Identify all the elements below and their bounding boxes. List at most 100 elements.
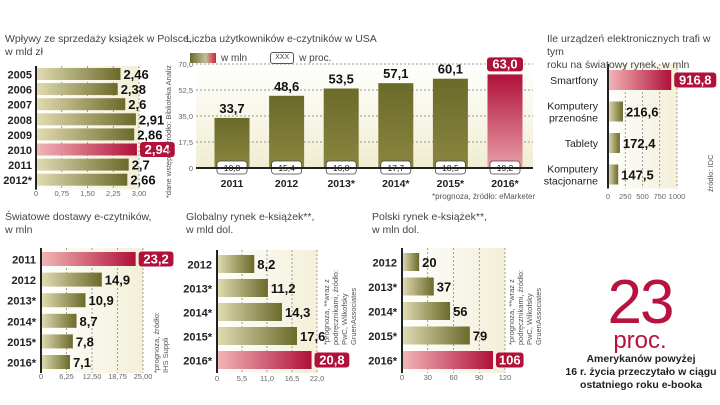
- ereaders-category-label: 2011: [12, 255, 36, 267]
- sales-category-label: 2012*: [3, 175, 32, 187]
- sales-value-label: 2,86: [137, 127, 162, 142]
- sales-bar: [36, 128, 135, 141]
- devices-value-label: 172,4: [623, 136, 656, 151]
- devices-tick-label: 0: [606, 192, 610, 201]
- usa-value-label: 63,0: [492, 56, 517, 71]
- legend-box-sample: XXX: [270, 52, 295, 64]
- sales-tick-label: 2,25: [106, 189, 121, 198]
- poland-bar: [402, 302, 451, 320]
- sales-category-label: 2010: [8, 145, 32, 157]
- ereaders-tick-label: 18,75: [108, 372, 127, 381]
- poland-bar: [402, 326, 470, 345]
- poland-value-label: 37: [437, 280, 451, 295]
- poland-value-label-bg: [495, 352, 524, 368]
- usa-value-label-bg: [487, 57, 523, 72]
- devices-tick-label: 500: [636, 192, 649, 201]
- sales-value-label: 2,6: [128, 97, 146, 112]
- global-value-label: 20,8: [319, 353, 344, 368]
- global-bar: [217, 327, 297, 345]
- usa-value-label: 48,6: [274, 79, 299, 94]
- sales-category-label: 2006: [8, 85, 32, 97]
- usa-category-label: 2013*: [327, 178, 355, 190]
- chart-title-poland: Polski rynek e-książek**, w mln dol.: [372, 211, 487, 236]
- poland-bar: [402, 351, 493, 369]
- chart-title-global: Globalny rynek e-książek**, w mld dol.: [186, 211, 315, 236]
- sales-category-label: 2008: [8, 115, 32, 127]
- poland-tick-label: 60: [449, 373, 457, 382]
- ereaders-bar: [41, 252, 136, 266]
- chart-title-ereaders: Światowe dostawy e-czytników, w mln: [5, 211, 152, 236]
- usa-tick-label: 35,0: [178, 112, 193, 121]
- global-tick-label: 0: [215, 374, 219, 383]
- ereaders-bar: [41, 313, 77, 328]
- usa-bar: [378, 83, 414, 168]
- chart-title-sales: Wpływy ze sprzedaży książek w Polsce, w m…: [5, 33, 192, 58]
- poland-value-label: 106: [499, 353, 521, 368]
- ereaders-category-label: 2016*: [7, 358, 36, 370]
- chart-title-usa: Liczba użytkowników e-czytników w USA: [186, 33, 377, 45]
- sales-tick-label: 3,00: [132, 189, 147, 198]
- devices-bar: [608, 164, 619, 185]
- usa-category-label: 2015*: [437, 178, 465, 190]
- usa-bar: [214, 117, 250, 168]
- ereaders-tick-label: 25,00: [134, 372, 153, 381]
- sales-value-label: 2,94: [145, 142, 171, 157]
- legend-usa: w mln XXX w proc.: [190, 52, 331, 64]
- ereaders-category-label: 2012: [12, 275, 36, 287]
- source-note-global: *prognoza, **wraz z podręcznikami, źródł…: [322, 269, 358, 345]
- usa-bar: [487, 74, 523, 168]
- sales-bar: [36, 83, 118, 96]
- ereaders-bar: [41, 334, 73, 349]
- usa-category-label: 2012: [275, 178, 299, 190]
- devices-category-label: Tablety: [565, 138, 599, 150]
- sales-category-label: 2007: [8, 100, 32, 112]
- global-value-label-bg: [314, 352, 350, 368]
- ereaders-category-label: 2013*: [7, 296, 36, 308]
- source-note-ereaders: *prognoza, źródło: IHS Suppli: [152, 312, 170, 373]
- ereaders-bar: [41, 272, 102, 287]
- global-value-label: 11,2: [271, 281, 296, 296]
- usa-tick-label: 52,5: [178, 86, 193, 95]
- poland-tick-label: 0: [400, 373, 404, 382]
- poland-tick-label: 120: [499, 373, 512, 382]
- sales-bar: [36, 98, 126, 111]
- ereaders-bar: [41, 355, 70, 369]
- poland-category-label: 2012: [373, 258, 397, 270]
- sales-category-label: 2011: [8, 160, 32, 172]
- usa-category-label: 2014*: [382, 178, 410, 190]
- usa-bar: [323, 88, 359, 168]
- sales-value-label: 2,38: [121, 82, 146, 97]
- sales-value-label: 2,7: [132, 158, 150, 173]
- sales-category-label: 2009: [8, 130, 32, 142]
- sales-tick-label: 0: [34, 189, 38, 198]
- usa-tick-label: 17,5: [178, 138, 193, 147]
- usa-bar: [432, 78, 468, 168]
- source-note-sales: *dane wstępne, źródło: Biblioteka Analiz: [164, 64, 173, 198]
- poland-value-label: 56: [453, 304, 467, 319]
- poland-bar: [402, 253, 420, 271]
- devices-value-label: 916,8: [679, 73, 712, 88]
- ereaders-value-label: 8,7: [79, 314, 97, 329]
- global-category-label: 2013*: [183, 284, 212, 296]
- ereaders-value-label: 7,1: [73, 355, 91, 370]
- ereaders-value-label: 14,9: [105, 273, 130, 288]
- sales-value-label-bg: [139, 142, 175, 157]
- global-bar: [217, 255, 255, 273]
- global-bar: [217, 303, 282, 321]
- poland-value-label: 20: [422, 255, 436, 270]
- devices-bar: [608, 101, 623, 122]
- source-note-poland: *prognoza, **wraz z podręcznikami, źródł…: [507, 269, 543, 345]
- global-category-label: 2012: [188, 260, 212, 272]
- global-tick-label: 22,0: [310, 374, 325, 383]
- sales-value-label: 2,91: [139, 112, 164, 127]
- sales-bar: [36, 173, 128, 186]
- legend-swatch: [190, 53, 216, 63]
- poland-category-label: 2015*: [368, 331, 397, 343]
- sales-tick-label: 1,50: [80, 189, 95, 198]
- global-tick-label: 5,5: [237, 374, 247, 383]
- ereaders-tick-label: 0: [39, 372, 43, 381]
- usa-value-label: 57,1: [383, 66, 408, 81]
- ereaders-tick-label: 6,25: [59, 372, 74, 381]
- callout-number: 23: [607, 268, 675, 337]
- usa-value-label: 60,1: [438, 62, 463, 77]
